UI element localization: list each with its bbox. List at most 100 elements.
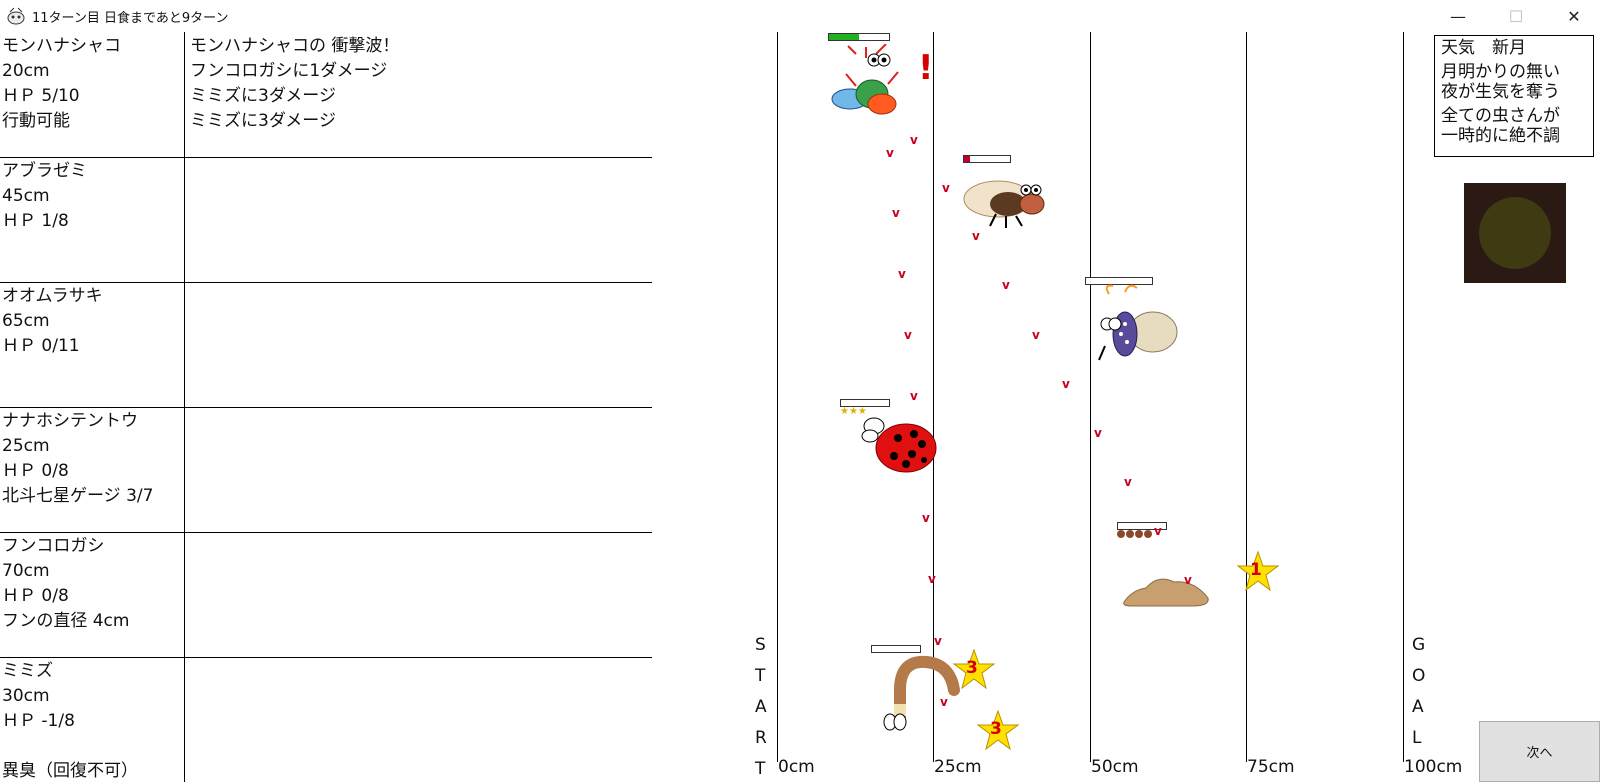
dung-pile-sprite: [1123, 578, 1209, 607]
new-moon-image: [1464, 183, 1566, 283]
weather-heading: 天気 新月: [1441, 38, 1526, 58]
racer-hp: ＨＰ 0/11: [2, 336, 80, 356]
racer-name: ナナホシテントウ: [2, 411, 138, 431]
damage-heart-icon: v: [972, 229, 980, 243]
axis-label-75cm: 75cm: [1247, 757, 1295, 777]
window-title: 11ターン目 日食まであと9ターン: [32, 11, 229, 26]
ladybug-sprite: [861, 417, 937, 473]
racer-position: 20cm: [2, 61, 50, 81]
row-divider: [0, 657, 652, 658]
star-number: 1: [1250, 560, 1262, 580]
app-icon: [7, 7, 25, 25]
damage-heart-icon: v: [1002, 278, 1010, 292]
start-letter: R: [755, 728, 767, 748]
racer-state: 行動可能: [2, 111, 70, 131]
racer-hp: ＨＰ 0/8: [2, 586, 69, 606]
axis-label-100cm: 100cm: [1404, 757, 1463, 777]
status-row-earthworm: ミミズ 30cm ＨＰ -1/8 異臭（回復不可）: [0, 657, 652, 782]
moon-icon: [1479, 197, 1551, 269]
lane-line-0cm: [777, 32, 778, 762]
log-line: モンハナシャコの 衝撃波！: [190, 36, 400, 56]
damage-heart-icon: v: [898, 267, 906, 281]
race-track: 0cm 25cm 50cm 75cm 100cm S T A R T G O A…: [660, 32, 1602, 782]
star-icon: [952, 648, 996, 690]
log-line: ミミズに3ダメージ: [190, 111, 336, 131]
start-letter: T: [755, 759, 766, 779]
title-bar: 11ターン目 日食まであと9ターン — ☐ ✕: [0, 0, 1602, 32]
star-icon: [1236, 550, 1280, 592]
log-line: フンコロガシに1ダメージ: [190, 61, 388, 81]
hp-bar-ladybug: [840, 399, 890, 407]
racer-hp: ＨＰ 5/10: [2, 86, 80, 106]
axis-label-25cm: 25cm: [934, 757, 982, 777]
cicada-sprite: [963, 180, 1045, 228]
weather-description: 夜が生気を奪う: [1441, 82, 1560, 102]
damage-heart-icon: v: [910, 389, 918, 403]
damage-heart-icon: v: [1124, 475, 1132, 489]
butterfly-sprite: [1098, 284, 1178, 361]
damage-heart-icon: v: [1032, 328, 1040, 342]
goal-letter: G: [1412, 635, 1426, 655]
start-letter: S: [755, 635, 766, 655]
weather-description: 全ての虫さんが: [1441, 106, 1560, 126]
row-divider: [0, 282, 652, 283]
damage-heart-icon: v: [940, 695, 948, 709]
maximize-button[interactable]: ☐: [1508, 6, 1524, 26]
racer-position: 70cm: [2, 561, 50, 581]
racer-name: ミミズ: [2, 661, 53, 681]
row-divider: [0, 157, 652, 158]
status-panel: モンハナシャコ 20cm ＨＰ 5/10 行動可能 モンハナシャコの 衝撃波！ …: [0, 32, 652, 782]
damage-heart-icon: v: [1154, 524, 1162, 538]
axis-label-50cm: 50cm: [1091, 757, 1139, 777]
goal-letter: A: [1412, 697, 1424, 717]
next-button[interactable]: 次へ: [1479, 721, 1600, 782]
status-row-ladybug: ナナホシテントウ 25cm ＨＰ 0/8 北斗七星ゲージ 3/7: [0, 407, 652, 532]
hokuto-stars: ★★★: [840, 406, 867, 417]
damage-heart-icon: v: [922, 511, 930, 525]
star-number: 3: [966, 658, 978, 678]
damage-heart-icon: v: [892, 206, 900, 220]
row-divider: [0, 532, 652, 533]
hp-bar-mantis-shrimp: [828, 33, 890, 41]
close-button[interactable]: ✕: [1567, 6, 1581, 26]
racer-position: 65cm: [2, 311, 50, 331]
racer-name: モンハナシャコ: [2, 36, 121, 56]
log-line: ミミズに3ダメージ: [190, 86, 336, 106]
lane-line-50cm: [1090, 32, 1091, 762]
axis-label-0cm: 0cm: [778, 757, 815, 777]
hp-bar-earthworm: [871, 645, 921, 653]
row-divider: [0, 407, 652, 408]
racer-name: アブラゼミ: [2, 161, 87, 181]
hp-bar-fill: [964, 156, 970, 162]
status-row-dung-beetle: フンコロガシ 70cm ＨＰ 0/8 フンの直径 4cm: [0, 532, 652, 657]
racer-position: 45cm: [2, 186, 50, 206]
alert-mark: !: [918, 48, 934, 88]
start-letter: T: [755, 666, 766, 686]
goal-letter: O: [1412, 666, 1426, 686]
hp-bar-fill: [829, 34, 859, 40]
racer-gauge: 北斗七星ゲージ 3/7: [2, 486, 154, 506]
status-row-mantis-shrimp: モンハナシャコ 20cm ＨＰ 5/10 行動可能 モンハナシャコの 衝撃波！ …: [0, 32, 652, 157]
racer-name: オオムラサキ: [2, 286, 103, 306]
damage-heart-icon: v: [934, 634, 942, 648]
lane-line-75cm: [1246, 32, 1247, 762]
damage-heart-icon: v: [1184, 573, 1192, 587]
start-letter: A: [755, 697, 767, 717]
damage-heart-icon: v: [942, 181, 950, 195]
lane-line-25cm: [933, 32, 934, 762]
minimize-button[interactable]: —: [1450, 6, 1466, 26]
racer-hp: ＨＰ -1/8: [2, 711, 75, 731]
racer-dung-size: フンの直径 4cm: [2, 611, 130, 631]
weather-description: 月明かりの無い: [1441, 62, 1560, 82]
damage-heart-icon: v: [928, 572, 936, 586]
racer-condition: 異臭（回復不可）: [2, 761, 138, 781]
lane-line-100cm: [1403, 32, 1404, 762]
racer-position: 25cm: [2, 436, 50, 456]
star-number: 3: [990, 719, 1002, 739]
damage-heart-icon: v: [904, 328, 912, 342]
hp-bar-butterfly: [1085, 277, 1153, 285]
racer-position: 30cm: [2, 686, 50, 706]
damage-heart-icon: v: [1062, 377, 1070, 391]
racer-hp: ＨＰ 1/8: [2, 211, 69, 231]
damage-heart-icon: v: [1094, 426, 1102, 440]
